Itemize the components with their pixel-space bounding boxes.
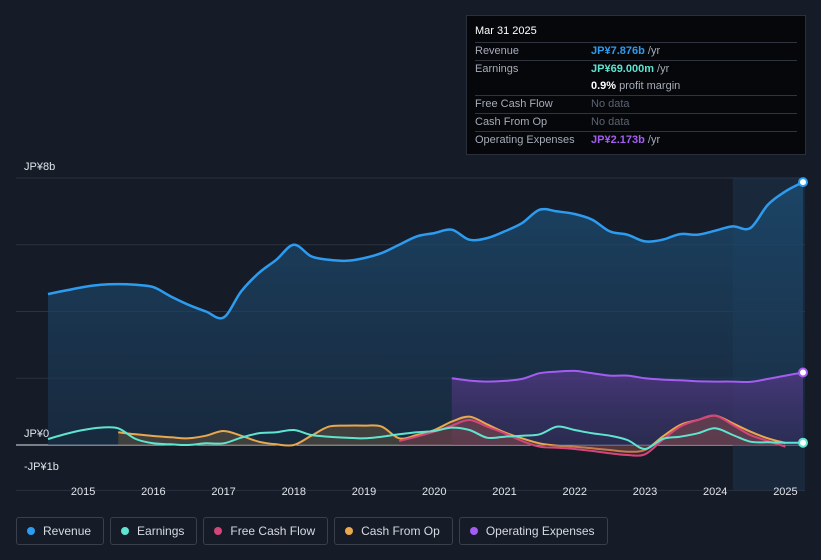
earnings-end-marker <box>798 437 808 448</box>
legend: Revenue Earnings Free Cash Flow Cash Fro… <box>16 517 608 545</box>
operating-expenses-line <box>451 369 804 384</box>
legend-item-operating-expenses[interactable]: Operating Expenses <box>458 517 608 545</box>
legend-dot-icon <box>121 527 130 535</box>
tooltip-label: Revenue <box>475 45 520 57</box>
revenue-line <box>47 180 804 320</box>
tooltip-row-cfo: Cash From Op No data <box>475 114 797 132</box>
legend-item-earnings[interactable]: Earnings <box>110 517 198 545</box>
x-tick-label: 2025 <box>773 486 797 498</box>
x-tick-label: 2021 <box>492 486 516 498</box>
legend-label: Free Cash Flow <box>230 524 316 538</box>
legend-item-revenue[interactable]: Revenue <box>16 517 105 545</box>
x-tick-label: 2023 <box>633 486 657 498</box>
tooltip-value: JP¥7.876b <box>591 45 645 57</box>
tooltip-unit: /yr <box>654 63 670 75</box>
free-cash-flow-line <box>398 414 786 457</box>
legend-label: Revenue <box>43 524 92 538</box>
tooltip-value: JP¥2.173b <box>591 134 645 146</box>
legend-label: Cash From Op <box>361 524 440 538</box>
tooltip-label <box>475 78 591 95</box>
tooltip-unit: No data <box>591 116 630 128</box>
y-tick-label: JP¥8b <box>24 161 55 173</box>
x-tick-label: 2015 <box>71 486 95 498</box>
legend-dot-icon <box>214 527 223 535</box>
x-tick-label: 2019 <box>352 486 376 498</box>
legend-dot-icon <box>469 527 478 535</box>
free-cash-flow-area <box>399 415 786 456</box>
cash-from-op-area <box>118 415 786 452</box>
tooltip-row-margin: 0.9% profit margin <box>475 78 797 96</box>
tooltip-row-fcf: Free Cash Flow No data <box>475 96 797 114</box>
cash-from-op-line <box>118 414 786 453</box>
x-tick-label: 2017 <box>211 486 235 498</box>
tooltip-unit: /yr <box>644 134 661 146</box>
operating-expenses-end-marker <box>798 367 808 378</box>
x-tick-label: 2022 <box>563 486 587 498</box>
x-tick-label: 2016 <box>141 486 165 498</box>
tooltip-panel: Mar 31 2025 Revenue JP¥7.876b /yr Earnin… <box>466 15 806 155</box>
x-tick-label: 2020 <box>422 486 446 498</box>
tooltip-row-opex: Operating Expenses JP¥2.173b /yr <box>475 132 797 149</box>
legend-item-free-cash-flow[interactable]: Free Cash Flow <box>203 517 329 545</box>
tooltip-label: Free Cash Flow <box>475 98 553 110</box>
earnings-line <box>47 425 803 451</box>
series-layer <box>47 177 808 457</box>
tooltip-value: JP¥69.000m <box>591 63 654 75</box>
legend-dot-icon <box>27 527 35 535</box>
operating-expenses-area <box>451 370 803 445</box>
x-tick-label: 2018 <box>282 486 306 498</box>
tooltip-label: Operating Expenses <box>475 134 575 146</box>
x-tick-label: 2024 <box>703 486 727 498</box>
tooltip-row-revenue: Revenue JP¥7.876b /yr <box>475 43 797 61</box>
tooltip-label: Earnings <box>475 63 519 75</box>
tooltip-row-earnings: Earnings JP¥69.000m /yr <box>475 61 797 78</box>
tooltip-unit: /yr <box>644 45 661 57</box>
tooltip-unit: No data <box>591 98 630 110</box>
legend-label: Operating Expenses <box>485 524 595 538</box>
revenue-end-marker <box>798 177 808 188</box>
axis-layer: JP¥8b JP¥0 -JP¥1b 2015 2016 2017 2018 2019 2020 2… <box>24 161 798 498</box>
legend-dot-icon <box>345 527 354 535</box>
legend-item-cash-from-op[interactable]: Cash From Op <box>334 517 453 545</box>
legend-label: Earnings <box>137 524 185 538</box>
tooltip-unit: profit margin <box>616 80 681 92</box>
y-tick-label: -JP¥1b <box>24 461 59 473</box>
tooltip-date: Mar 31 2025 <box>475 24 797 43</box>
tooltip-label: Cash From Op <box>475 116 548 128</box>
tooltip-value: 0.9% <box>591 80 617 92</box>
y-tick-label: JP¥0 <box>24 428 49 440</box>
